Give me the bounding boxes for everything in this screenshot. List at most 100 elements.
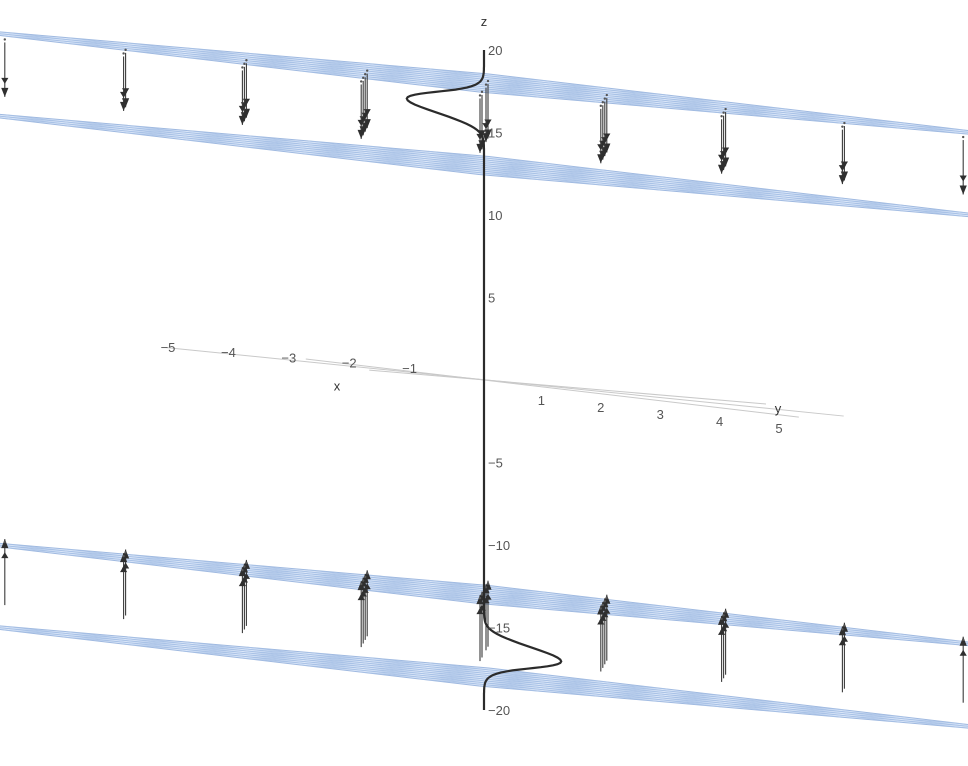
arrow-head <box>357 581 365 591</box>
arrow-head <box>597 154 605 164</box>
arrow-tail-dot <box>841 125 844 128</box>
arrow-head <box>482 133 490 143</box>
arrow-head <box>1 77 9 84</box>
vector-arrow <box>838 125 846 185</box>
arrow-tail-dot <box>362 579 365 582</box>
z-tick-label: 15 <box>488 126 502 141</box>
x-tick-label: −4 <box>221 345 236 360</box>
grid-line <box>419 167 968 216</box>
vector-arrow <box>482 83 490 143</box>
arrow-tail-dot <box>366 69 369 72</box>
grid-line <box>241 146 846 199</box>
z-tick-label: 5 <box>488 291 495 306</box>
arrow-tail-dot <box>724 107 727 111</box>
vector-arrow <box>718 615 726 682</box>
z-tick-label: 10 <box>488 208 502 223</box>
grid-line <box>5 543 600 615</box>
arrow-tail-dot <box>241 66 244 69</box>
arrow-head <box>120 553 128 563</box>
grid-line <box>241 575 846 628</box>
arrow-tail-dot <box>360 582 363 586</box>
grid-line <box>126 124 721 196</box>
arrow-tail-dot <box>843 121 846 125</box>
grid-line <box>126 553 721 625</box>
grid-line <box>181 56 787 110</box>
x-tick-label: −2 <box>342 356 357 371</box>
vector-arrow <box>959 135 967 195</box>
vector-arrow <box>238 567 246 634</box>
arrow-tail-dot <box>478 94 482 97</box>
arrow-head <box>476 608 484 615</box>
y-tick-label: 5 <box>775 421 782 436</box>
vector-arrow <box>357 80 365 139</box>
vector-arrow <box>838 626 846 693</box>
arrow-tail-dot <box>484 586 488 589</box>
arrow-tail-dot <box>3 38 6 41</box>
y-tick-label: 4 <box>716 414 723 429</box>
z-tick-label: −10 <box>488 538 510 553</box>
arrow-tail-dot <box>603 97 606 100</box>
z-axis-label: z <box>481 14 488 29</box>
arrow-tail-dot <box>601 603 604 607</box>
arrow-tail-dot <box>599 104 602 108</box>
arrow-head <box>838 639 846 646</box>
arrow-head <box>718 154 726 161</box>
grid-line <box>0 115 540 181</box>
arrow-tail-dot <box>843 624 846 627</box>
vector-arrow <box>1 38 9 97</box>
grid-line <box>5 114 600 186</box>
grid-line <box>300 70 905 124</box>
axes-layer <box>166 347 844 418</box>
arrow-head <box>597 618 605 625</box>
arrow-tail-dot <box>720 617 723 621</box>
y-axis-line <box>305 358 799 418</box>
z-tick-label: 20 <box>488 43 502 58</box>
arrow-tail-dot <box>245 59 248 62</box>
arrow-tail-dot <box>962 135 965 139</box>
grid-line <box>0 33 540 98</box>
vector-arrow <box>597 605 605 672</box>
x-tick-label: −3 <box>281 350 296 365</box>
arrow-tail-dot <box>722 614 725 617</box>
arrow-tail-dot <box>601 101 604 104</box>
grid-line <box>241 63 846 117</box>
arrow-head <box>838 175 846 185</box>
grid-line <box>66 119 661 191</box>
arrow-head <box>718 628 726 635</box>
arrow-tail-dot <box>480 593 484 596</box>
arrow-tail-dot <box>243 62 246 66</box>
y-tick-label: 2 <box>597 400 604 415</box>
plane-bottom-lower <box>0 625 968 729</box>
arrow-head <box>959 649 967 656</box>
vector-arrow <box>238 66 246 125</box>
arrow-head <box>238 115 246 125</box>
arrow-head <box>357 129 365 139</box>
x-axis-label: x <box>334 378 341 393</box>
arrow-tail-dot <box>841 628 844 631</box>
arrow-head <box>357 119 365 126</box>
grid-line <box>5 32 600 103</box>
grid-line <box>360 77 965 131</box>
arrow-head <box>1 552 9 559</box>
arrow-head <box>476 143 484 153</box>
grid-line <box>66 37 661 108</box>
arrow-head <box>718 164 726 174</box>
arrow-head <box>838 165 846 172</box>
arrow-tail-dot <box>484 83 488 86</box>
arrow-tail-dot <box>362 76 365 80</box>
arrow-tail-dot <box>122 554 125 558</box>
arrow-tail-dot <box>3 540 6 544</box>
arrow-head <box>238 105 246 112</box>
arrow-tail-dot <box>478 596 482 600</box>
arrow-head <box>238 580 246 587</box>
z-tick-label: −15 <box>488 621 510 636</box>
grid-line <box>5 626 600 697</box>
arrow-tail-dot <box>605 93 608 97</box>
arrow-tail-dot <box>364 575 367 579</box>
z-axis-curve <box>405 50 563 710</box>
grid-line <box>300 153 905 206</box>
arrow-head <box>476 595 484 605</box>
arrow-head <box>120 566 128 573</box>
x-axis-line <box>369 369 767 405</box>
